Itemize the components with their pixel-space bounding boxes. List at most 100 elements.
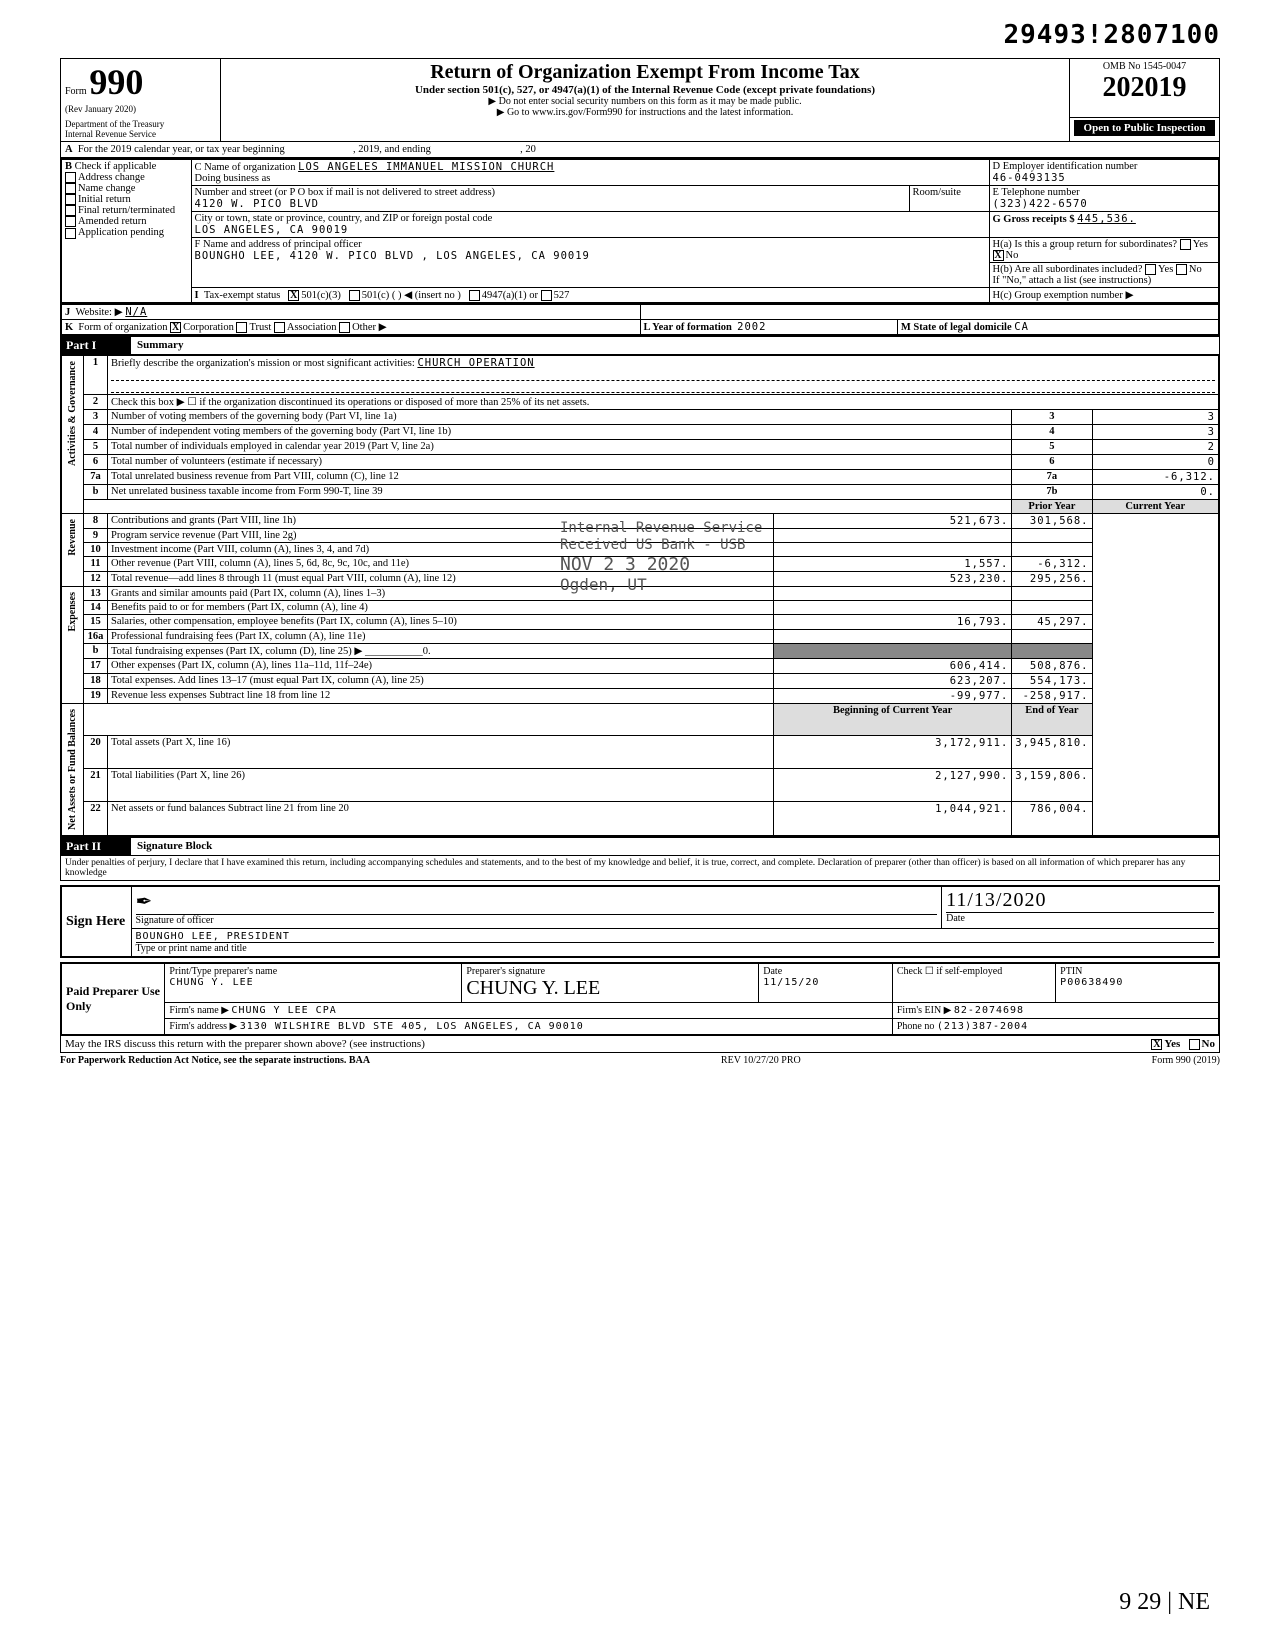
chk-assoc[interactable] <box>274 322 285 333</box>
form-instruction-2: ▶ Go to www.irs.gov/Form990 for instruct… <box>225 107 1065 118</box>
b-header: Check if applicable <box>75 161 157 172</box>
m-label: M State of legal domicile <box>901 322 1012 333</box>
chk-amended[interactable] <box>65 216 76 227</box>
rev-c-12: 295,256. <box>1012 572 1092 587</box>
chk-501c3[interactable]: X <box>288 290 299 301</box>
sec-net-assets: Net Assets or Fund Balances <box>65 705 80 834</box>
net-d-22: Net assets or fund balances Subtract lin… <box>108 802 774 837</box>
gov-val-3: 3 <box>1092 410 1219 425</box>
signature-block: Sign Here ✒︎ Signature of officer 11/13/… <box>60 885 1220 958</box>
exp-d-18: Total expenses. Add lines 13–17 (must eq… <box>108 674 774 689</box>
hb-no[interactable] <box>1176 264 1187 275</box>
exp-n-13: 13 <box>84 587 108 601</box>
rev-p-11: 1,557. <box>773 557 1011 572</box>
street-value: 4120 W. PICO BLVD <box>195 198 319 210</box>
form-number: 990 <box>89 62 143 102</box>
dept-treasury: Department of the Treasury <box>65 119 216 129</box>
gov-row-num-7a: 7a <box>84 470 108 485</box>
row-a-text3: , 20 <box>520 144 536 155</box>
gov-row-desc-6: Total number of volunteers (estimate if … <box>108 455 1012 470</box>
i-label: Tax-exempt status <box>204 290 281 301</box>
street-label: Number and street (or P O box if mail is… <box>195 187 496 198</box>
f-officer-label: F Name and address of principal officer <box>195 239 362 250</box>
org-name: LOS ANGELES IMMANUEL MISSION CHURCH <box>298 161 554 173</box>
discuss-no-label: No <box>1202 1038 1215 1050</box>
ha-no-label: No <box>1006 250 1019 261</box>
penalty-statement: Under penalties of perjury, I declare th… <box>60 856 1220 881</box>
exp-c-17: 508,876. <box>1012 659 1092 674</box>
part1-title: Summary <box>137 339 183 351</box>
hb-yes[interactable] <box>1145 264 1156 275</box>
sec-revenue: Revenue <box>65 515 80 560</box>
d-ein-label: D Employer identification number <box>993 161 1138 172</box>
discuss-no[interactable] <box>1189 1039 1200 1050</box>
part1-header-row: Part I Summary <box>60 336 1220 355</box>
chk-other[interactable] <box>339 322 350 333</box>
officer-value: BOUNGHO LEE, 4120 W. PICO BLVD , LOS ANG… <box>195 250 590 262</box>
exp-n-17: 17 <box>84 659 108 674</box>
rev-p-8: 521,673. <box>773 514 1011 529</box>
form-instruction-1: ▶ Do not enter social security numbers o… <box>225 96 1065 107</box>
exp-c-16b <box>1012 644 1092 659</box>
hdr-begin-year: Beginning of Current Year <box>773 704 1011 735</box>
opt-address-change: Address change <box>78 172 145 183</box>
exp-d-16a: Professional fundraising fees (Part IX, … <box>108 630 774 644</box>
gov-row-num-5: 5 <box>84 440 108 455</box>
l-label: L Year of formation <box>644 322 732 333</box>
exp-p-14 <box>773 601 1011 615</box>
part2-title: Signature Block <box>137 840 212 852</box>
gov-val-7b: 0. <box>1092 485 1219 500</box>
sign-here-label: Sign Here <box>61 886 131 957</box>
rev-c-9 <box>1012 529 1092 543</box>
gov-row-desc-7a: Total unrelated business revenue from Pa… <box>108 470 1012 485</box>
self-employed-check: Check ☐ if self-employed <box>892 963 1055 1003</box>
gov-row-num-3: 3 <box>84 410 108 425</box>
discuss-yes[interactable]: X <box>1151 1039 1162 1050</box>
gov-box-7b: 7b <box>1012 485 1092 500</box>
ha-yes[interactable] <box>1180 239 1191 250</box>
chk-final-return[interactable] <box>65 205 76 216</box>
mission-value: CHURCH OPERATION <box>417 357 534 369</box>
chk-name-change[interactable] <box>65 183 76 194</box>
sec-governance: Activities & Governance <box>65 357 80 470</box>
chk-4947[interactable] <box>469 290 480 301</box>
net-n-21: 21 <box>84 769 108 802</box>
part2-label: Part II <box>60 837 130 856</box>
exp-p-16a <box>773 630 1011 644</box>
officer-signature: ✒︎ <box>136 889 938 914</box>
line2-text: Check this box ▶ ☐ if the organization d… <box>108 395 1220 410</box>
chk-initial-return[interactable] <box>65 194 76 205</box>
chk-501c[interactable] <box>349 290 360 301</box>
rev-d-12: Total revenue—add lines 8 through 11 (mu… <box>108 572 774 587</box>
row-a: A For the 2019 calendar year, or tax yea… <box>60 142 1220 158</box>
exp-p-17: 606,414. <box>773 659 1011 674</box>
exp-d-17: Other expenses (Part IX, column (A), lin… <box>108 659 774 674</box>
exp-d-14: Benefits paid to or for members (Part IX… <box>108 601 774 615</box>
chk-address-change[interactable] <box>65 172 76 183</box>
chk-app-pending[interactable] <box>65 228 76 239</box>
gov-box-4: 4 <box>1012 425 1092 440</box>
hb-label: H(b) Are all subordinates included? <box>993 264 1143 275</box>
exp-d-16b: Total fundraising expenses (Part IX, col… <box>108 644 774 659</box>
preparer-sig-label: Preparer's signature <box>466 966 754 977</box>
chk-corp[interactable]: X <box>170 322 181 333</box>
hb-yes-label: Yes <box>1158 264 1173 275</box>
discuss-yes-label: Yes <box>1164 1038 1180 1050</box>
year-formation: 2002 <box>737 321 766 333</box>
website-value: N/A <box>125 306 147 318</box>
exp-d-15: Salaries, other compensation, employee b… <box>108 615 774 630</box>
exp-p-19: -99,977. <box>773 689 1011 704</box>
firm-addr-label: Firm's address ▶ <box>169 1021 237 1032</box>
chk-trust[interactable] <box>236 322 247 333</box>
summary-table: Activities & Governance 1 Briefly descri… <box>60 355 1220 837</box>
exp-c-14 <box>1012 601 1092 615</box>
g-receipts-label: G Gross receipts $ <box>993 214 1075 225</box>
net-p-20: 3,172,911. <box>773 735 1011 768</box>
ha-no[interactable]: X <box>993 250 1004 261</box>
chk-527[interactable] <box>541 290 552 301</box>
lbl-501c3: 501(c)(3) <box>301 290 341 301</box>
rev-n-8: 8 <box>84 514 108 529</box>
rev-c-8: 301,568. <box>1012 514 1092 529</box>
exp-n-16b: b <box>84 644 108 659</box>
net-p-21: 2,127,990. <box>773 769 1011 802</box>
